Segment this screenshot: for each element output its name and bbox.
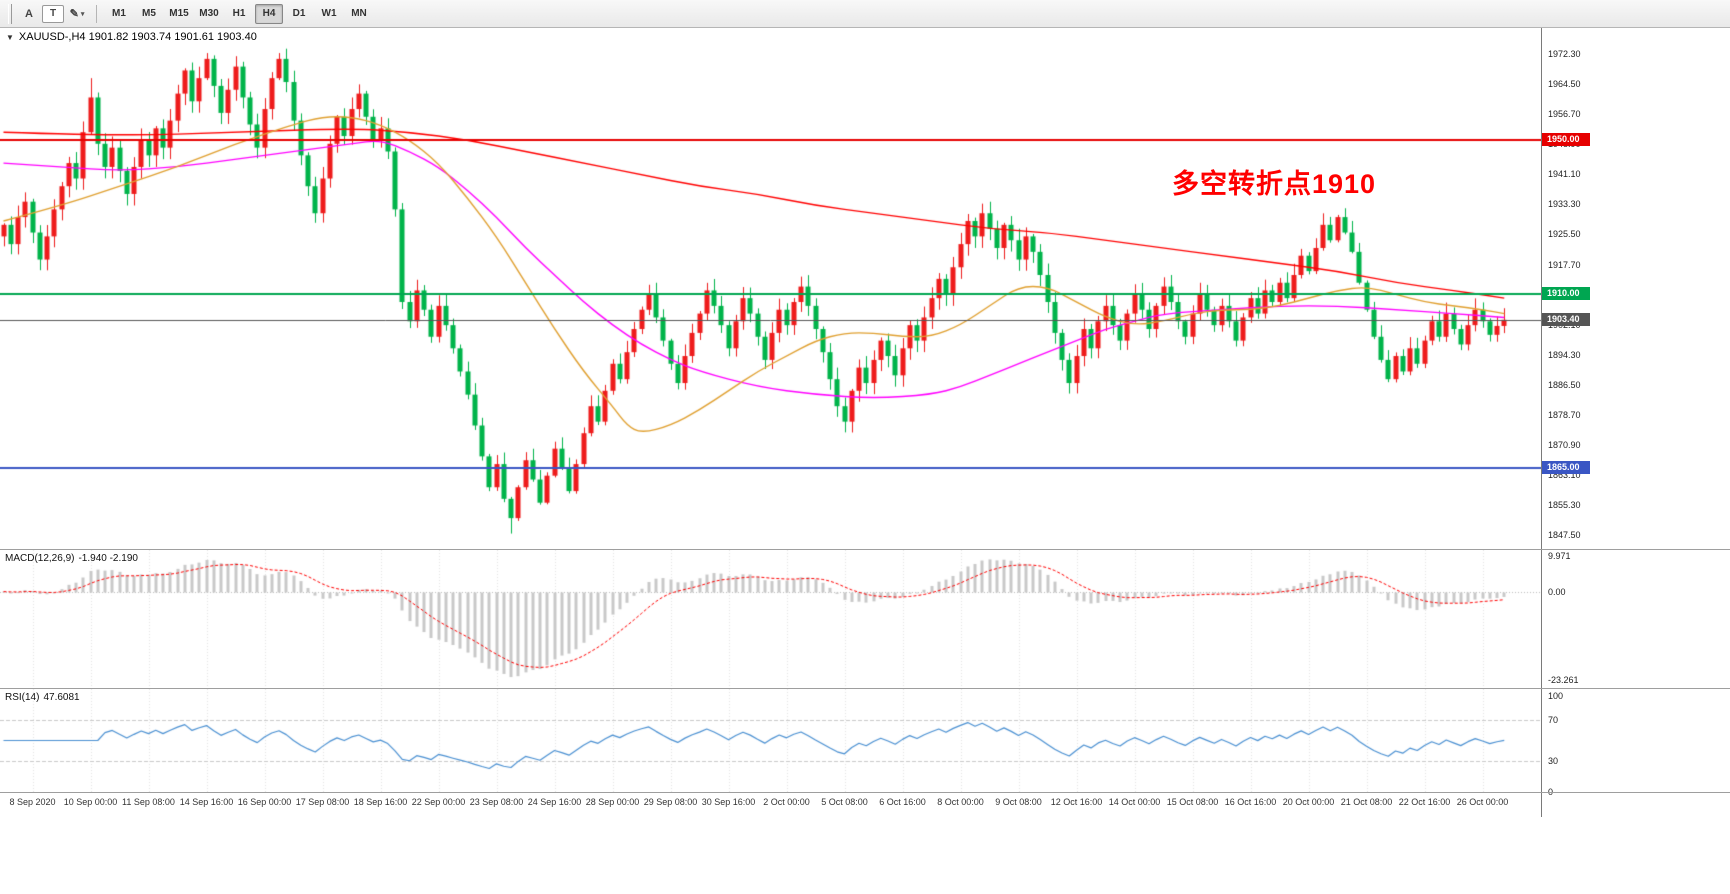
time-axis-label: 12 Oct 16:00: [1050, 797, 1103, 807]
rsi-axis-label: 30: [1548, 756, 1559, 767]
time-axis-label: 16 Sep 00:00: [237, 797, 292, 807]
time-axis[interactable]: 8 Sep 2020 10 Sep 00:00 11 Sep 08:00 14 Sep…: [0, 793, 1541, 817]
time-axis-label: 28 Sep 00:00: [585, 797, 640, 807]
rsi-value: 47.6081: [43, 692, 80, 703]
panel-separator: [0, 792, 1730, 793]
time-axis-label: 8 Sep 2020: [9, 797, 56, 807]
price-level-tag: 1950.00: [1542, 132, 1590, 146]
time-axis-label: 5 Oct 08:00: [821, 797, 868, 807]
time-axis-label: 16 Oct 16:00: [1224, 797, 1277, 807]
rsi-axis-label: 100: [1548, 691, 1564, 701]
price-axis-label: 1886.50: [1548, 379, 1581, 390]
time-axis-label: 2 Oct 00:00: [763, 797, 810, 807]
price-level-tag: 1910.00: [1542, 287, 1590, 301]
time-axis-label: 24 Sep 16:00: [527, 797, 582, 807]
timeframe-button-w1[interactable]: W1: [315, 4, 343, 24]
time-axis-label: 11 Sep 08:00: [122, 797, 175, 807]
time-axis-label: 14 Oct 00:00: [1108, 797, 1161, 807]
time-axis-label: 26 Oct 00:00: [1456, 797, 1509, 807]
symbol-info: ▼ XAUUSD-,H4 1901.82 1903.74 1901.61 190…: [6, 31, 257, 43]
time-axis-label: 14 Sep 16:00: [179, 797, 234, 807]
time-axis-label: 20 Oct 00:00: [1282, 797, 1335, 807]
time-axis-label: 30 Sep 16:00: [701, 797, 756, 807]
macd-name: MACD(12,26,9): [5, 553, 75, 564]
time-axis-label: 9 Oct 08:00: [995, 797, 1042, 807]
macd-axis-label: 9.971: [1548, 551, 1571, 561]
price-axis-label: 1863.10: [1548, 470, 1581, 481]
price-axis-label: 1941.10: [1548, 169, 1581, 180]
panel-separator[interactable]: [0, 688, 1730, 689]
rsi-name: RSI(14): [5, 692, 40, 703]
draw-tool-button[interactable]: ✎ ▾: [66, 4, 88, 24]
macd-axis-label: -23.261: [1548, 674, 1579, 685]
timeframe-button-m15[interactable]: M15: [165, 4, 193, 24]
price-level-tag: 1865.00: [1542, 460, 1590, 474]
panel-separator[interactable]: [0, 549, 1730, 550]
macd-indicator-label: MACD(12,26,9) -1.940 -2.190: [5, 553, 138, 564]
time-axis-label: 6 Oct 16:00: [879, 797, 926, 807]
time-axis-label: 8 Oct 00:00: [937, 797, 984, 807]
time-axis-label: 23 Sep 08:00: [469, 797, 524, 807]
macd-panel-canvas[interactable]: [0, 550, 1541, 688]
collapse-arrow-icon[interactable]: ▼: [6, 32, 14, 42]
macd-values: -1.940 -2.190: [78, 553, 138, 564]
price-chart-canvas[interactable]: [0, 28, 1541, 549]
timeframe-button-mn[interactable]: MN: [345, 4, 373, 24]
text-tool-button[interactable]: T: [42, 4, 64, 23]
rsi-indicator-label: RSI(14) 47.6081: [5, 692, 80, 703]
symbol-ohlc-text: XAUUSD-,H4 1901.82 1903.74 1901.61 1903.…: [18, 31, 257, 43]
price-axis-label: 1956.70: [1548, 109, 1581, 120]
timeframe-button-d1[interactable]: D1: [285, 4, 313, 24]
rsi-panel-canvas[interactable]: [0, 689, 1541, 792]
price-axis-label: 1847.50: [1548, 530, 1581, 541]
time-axis-label: 17 Sep 08:00: [295, 797, 350, 807]
time-axis-label: 22 Sep 00:00: [411, 797, 466, 807]
time-axis-label: 29 Sep 08:00: [643, 797, 698, 807]
price-level-tag: 1903.40: [1542, 312, 1590, 326]
rsi-axis-label: 70: [1548, 714, 1559, 725]
pencil-icon: ✎: [69, 8, 79, 20]
macd-axis-label: 0.00: [1548, 586, 1566, 597]
chart-annotation: 多空转折点1910: [1172, 169, 1377, 199]
annotation-tool-button[interactable]: A: [18, 4, 40, 24]
price-axis-label: 1878.70: [1548, 410, 1581, 421]
time-axis-label: 10 Sep 00:00: [63, 797, 118, 807]
price-axis-label: 1972.30: [1548, 48, 1581, 59]
toolbar: A T ✎ ▾ M1 M5 M15 M30 H1 H4 D1 W1 MN: [0, 0, 1730, 28]
toolbar-separator: [96, 4, 97, 23]
time-axis-label: 22 Oct 16:00: [1398, 797, 1451, 807]
price-axis-label: 1870.90: [1548, 440, 1581, 451]
price-axis-label: 1894.30: [1548, 349, 1581, 360]
price-axis-label: 1933.30: [1548, 199, 1581, 210]
chevron-down-icon: ▾: [80, 10, 85, 18]
price-axis-label: 1855.30: [1548, 500, 1581, 511]
price-axis[interactable]: 1972.301964.501956.701948.901941.101933.…: [1541, 28, 1730, 817]
price-axis-label: 1964.50: [1548, 78, 1581, 89]
timeframe-button-h4[interactable]: H4: [255, 3, 283, 24]
timeframe-button-m1[interactable]: M1: [105, 4, 133, 24]
time-axis-label: 18 Sep 16:00: [353, 797, 408, 807]
timeframe-button-m30[interactable]: M30: [195, 4, 223, 24]
timeframe-button-m5[interactable]: M5: [135, 4, 163, 24]
timeframe-button-h1[interactable]: H1: [225, 4, 253, 24]
price-axis-label: 1925.50: [1548, 229, 1581, 240]
time-axis-label: 15 Oct 08:00: [1166, 797, 1219, 807]
toolbar-grip[interactable]: [8, 3, 12, 24]
time-axis-label: 21 Oct 08:00: [1340, 797, 1393, 807]
price-axis-label: 1917.70: [1548, 259, 1581, 270]
